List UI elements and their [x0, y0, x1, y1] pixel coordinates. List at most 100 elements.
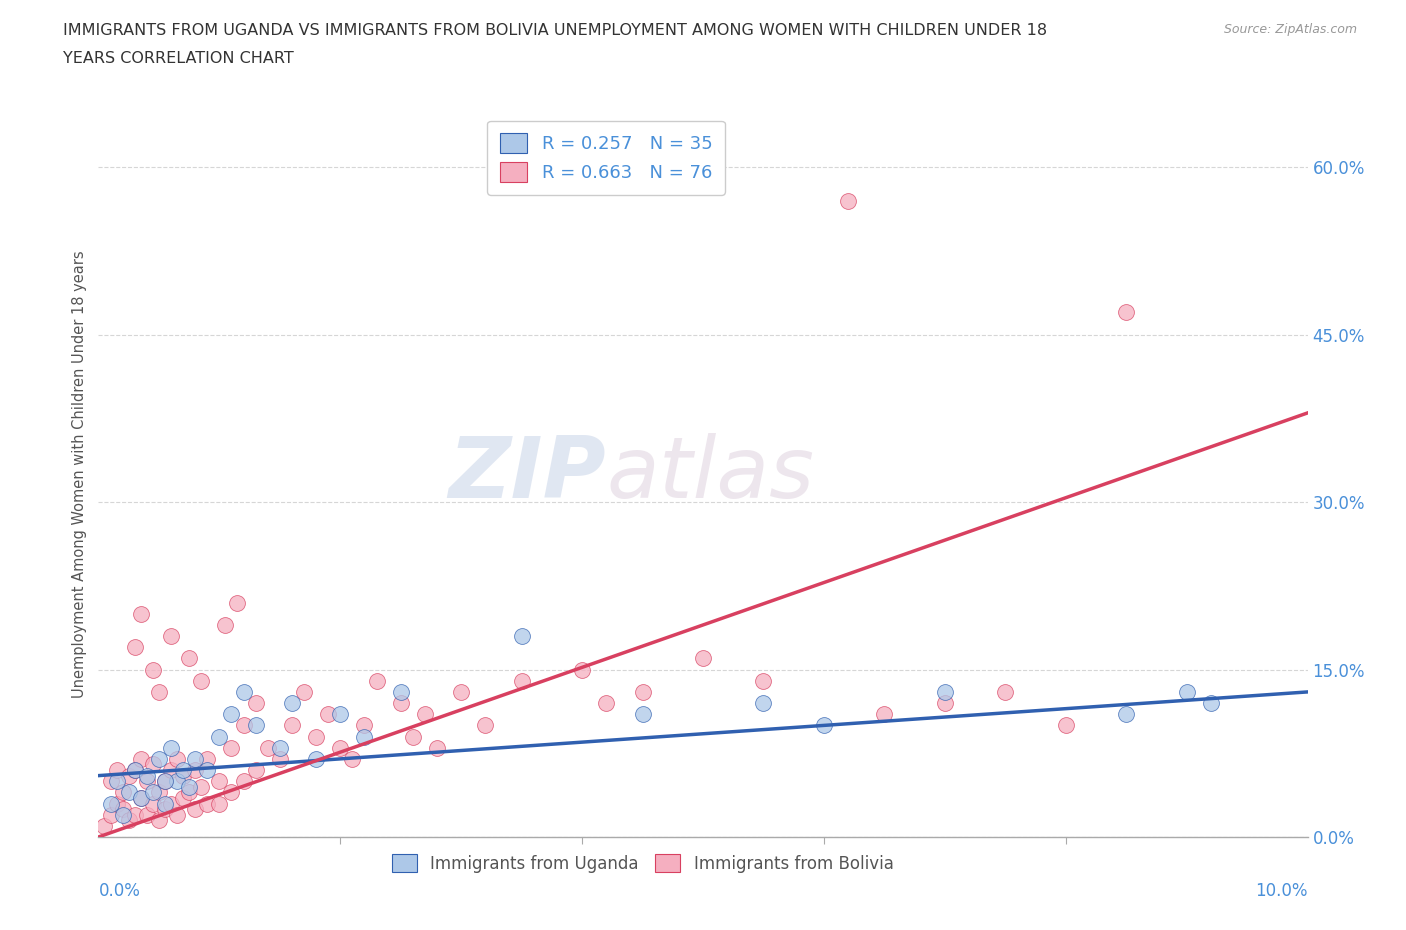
Point [195, 763, 218, 777]
Legend: Immigrants from Uganda, Immigrants from Bolivia: Immigrants from Uganda, Immigrants from … [385, 847, 900, 880]
Point [142, 662, 165, 677]
Point [100, 807, 122, 822]
Point [208, 774, 231, 789]
Point [1115, 305, 1137, 320]
Point [129, 790, 152, 805]
Point [208, 729, 231, 744]
Point [329, 707, 352, 722]
Point [190, 673, 212, 688]
Point [873, 707, 896, 722]
Point [221, 707, 243, 722]
Point [160, 740, 183, 755]
Point [184, 763, 207, 777]
Point [195, 796, 218, 811]
Point [1199, 696, 1222, 711]
Text: YEARS CORRELATION CHART: YEARS CORRELATION CHART [63, 51, 294, 66]
Point [153, 774, 176, 789]
Point [245, 696, 267, 711]
Point [179, 651, 201, 666]
Point [166, 774, 188, 789]
Point [160, 629, 183, 644]
Point [450, 684, 472, 699]
Point [148, 813, 170, 828]
Text: Source: ZipAtlas.com: Source: ZipAtlas.com [1223, 23, 1357, 36]
Point [153, 774, 176, 789]
Point [752, 696, 775, 711]
Point [342, 751, 364, 766]
Point [124, 640, 146, 655]
Point [195, 751, 218, 766]
Point [426, 740, 449, 755]
Point [124, 763, 146, 777]
Point [245, 763, 267, 777]
Point [179, 785, 201, 800]
Point [631, 707, 654, 722]
Point [172, 763, 194, 777]
Point [934, 696, 956, 711]
Point [752, 673, 775, 688]
Point [118, 768, 141, 783]
Point [172, 790, 194, 805]
Point [221, 785, 243, 800]
Point [1054, 718, 1077, 733]
Point [129, 606, 152, 621]
Point [148, 684, 170, 699]
Point [402, 729, 425, 744]
Point [305, 729, 328, 744]
Text: 0.0%: 0.0% [98, 882, 141, 899]
Point [281, 696, 304, 711]
Point [226, 595, 249, 610]
Point [105, 796, 128, 811]
Point [389, 696, 412, 711]
Point [631, 684, 654, 699]
Point [232, 684, 254, 699]
Point [692, 651, 714, 666]
Point [166, 807, 188, 822]
Point [184, 802, 207, 817]
Point [269, 751, 291, 766]
Text: IMMIGRANTS FROM UGANDA VS IMMIGRANTS FROM BOLIVIA UNEMPLOYMENT AMONG WOMEN WITH : IMMIGRANTS FROM UGANDA VS IMMIGRANTS FRO… [63, 23, 1047, 38]
Point [353, 729, 375, 744]
Point [474, 718, 496, 733]
Point [1115, 707, 1137, 722]
Point [571, 662, 593, 677]
Point [100, 796, 122, 811]
Point [111, 785, 134, 800]
Point [413, 707, 436, 722]
Point [111, 802, 134, 817]
Point [510, 629, 533, 644]
Point [389, 684, 412, 699]
Point [105, 774, 128, 789]
Point [245, 718, 267, 733]
Point [214, 618, 236, 632]
Point [510, 673, 533, 688]
Point [813, 718, 835, 733]
Point [118, 785, 141, 800]
Point [172, 768, 194, 783]
Point [232, 774, 254, 789]
Point [166, 751, 188, 766]
Point [93, 818, 115, 833]
Point [142, 796, 165, 811]
Text: ZIP: ZIP [449, 432, 606, 516]
Point [148, 785, 170, 800]
Point [100, 774, 122, 789]
Point [105, 763, 128, 777]
Point [142, 785, 165, 800]
Point [142, 757, 165, 772]
Point [135, 768, 157, 783]
Point [269, 740, 291, 755]
Point [153, 796, 176, 811]
Point [595, 696, 617, 711]
Point [353, 718, 375, 733]
Point [135, 774, 157, 789]
Point [221, 740, 243, 755]
Point [118, 813, 141, 828]
Point [232, 718, 254, 733]
Point [305, 751, 328, 766]
Point [153, 802, 176, 817]
Text: atlas: atlas [606, 432, 814, 516]
Point [994, 684, 1017, 699]
Point [329, 740, 352, 755]
Point [184, 751, 207, 766]
